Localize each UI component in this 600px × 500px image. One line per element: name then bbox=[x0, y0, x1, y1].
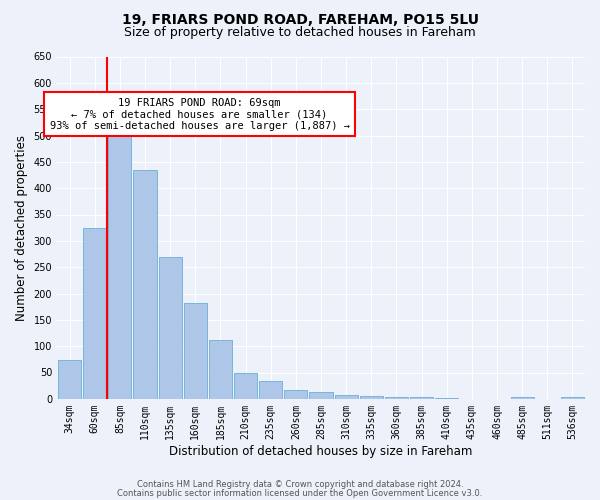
Bar bbox=[561, 396, 584, 399]
Bar bbox=[209, 340, 232, 399]
X-axis label: Distribution of detached houses by size in Fareham: Distribution of detached houses by size … bbox=[169, 444, 473, 458]
Text: Size of property relative to detached houses in Fareham: Size of property relative to detached ho… bbox=[124, 26, 476, 39]
Bar bbox=[234, 372, 257, 399]
Bar bbox=[310, 392, 332, 399]
Text: Contains HM Land Registry data © Crown copyright and database right 2024.: Contains HM Land Registry data © Crown c… bbox=[137, 480, 463, 489]
Y-axis label: Number of detached properties: Number of detached properties bbox=[15, 134, 28, 320]
Text: 19 FRIARS POND ROAD: 69sqm
← 7% of detached houses are smaller (134)
93% of semi: 19 FRIARS POND ROAD: 69sqm ← 7% of detac… bbox=[50, 98, 350, 131]
Bar bbox=[109, 125, 131, 399]
Bar bbox=[284, 390, 307, 399]
Bar bbox=[385, 396, 408, 399]
Bar bbox=[259, 382, 283, 399]
Bar bbox=[360, 396, 383, 399]
Bar bbox=[435, 398, 458, 399]
Bar bbox=[184, 303, 207, 399]
Text: Contains public sector information licensed under the Open Government Licence v3: Contains public sector information licen… bbox=[118, 488, 482, 498]
Bar bbox=[511, 396, 534, 399]
Bar bbox=[83, 228, 106, 399]
Text: 19, FRIARS POND ROAD, FAREHAM, PO15 5LU: 19, FRIARS POND ROAD, FAREHAM, PO15 5LU bbox=[121, 12, 479, 26]
Bar bbox=[158, 256, 182, 399]
Bar bbox=[133, 170, 157, 399]
Bar bbox=[410, 398, 433, 399]
Bar bbox=[335, 394, 358, 399]
Bar bbox=[58, 360, 81, 399]
